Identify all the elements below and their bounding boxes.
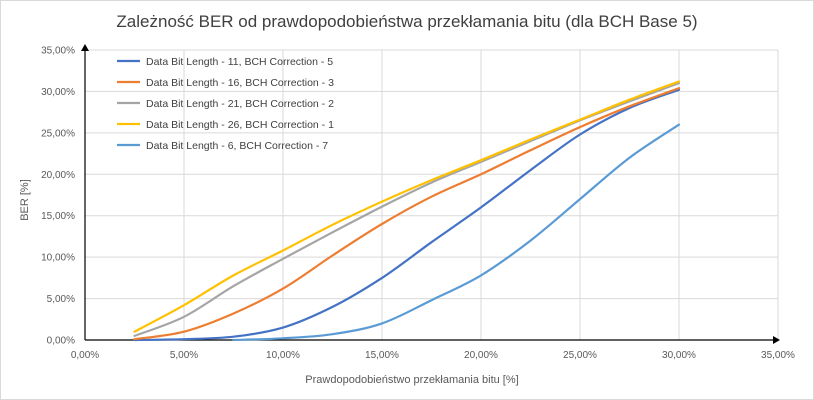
legend-label: Data Bit Length - 6, BCH Correction - 7 — [146, 140, 328, 152]
x-tick-label: 35,00% — [761, 350, 795, 361]
legend: Data Bit Length - 11, BCH Correction - 5… — [117, 56, 334, 152]
x-tick-label: 15,00% — [365, 350, 399, 361]
x-tick-label: 10,00% — [266, 350, 300, 361]
y-axis-arrow-icon — [81, 44, 89, 51]
x-tick-label: 20,00% — [464, 350, 498, 361]
y-tick-label: 10,00% — [41, 253, 75, 264]
x-tick-labels: 0,00% 5,00% 10,00% 15,00% 20,00% 25,00% 30,00%… — [71, 350, 795, 361]
y-tick-label: 25,00% — [41, 128, 75, 139]
legend-label: Data Bit Length - 26, BCH Correction - 1 — [146, 119, 334, 131]
y-tick-label: 35,00% — [41, 46, 75, 57]
y-tick-label: 30,00% — [41, 87, 75, 98]
legend-label: Data Bit Length - 16, BCH Correction - 3 — [146, 77, 334, 89]
y-tick-label: 0,00% — [47, 336, 75, 347]
y-tick-labels: 0,00% 5,00% 10,00% 15,00% 20,00% 25,00% 30,00%… — [41, 46, 75, 347]
series-line — [133, 87, 681, 341]
y-axis-title: BER [%] — [19, 179, 31, 221]
y-tick-label: 20,00% — [41, 170, 75, 181]
series-line — [133, 88, 681, 342]
x-axis-arrow-icon — [773, 336, 780, 344]
x-tick-label: 25,00% — [563, 350, 597, 361]
gridlines — [85, 49, 779, 340]
series-line — [133, 80, 681, 333]
x-tick-label: 5,00% — [170, 350, 198, 361]
chart-title: Zależność BER od prawdopodobieństwa prze… — [116, 12, 697, 31]
axes — [81, 44, 780, 344]
y-tick-label: 15,00% — [41, 211, 75, 222]
legend-label: Data Bit Length - 11, BCH Correction - 5 — [146, 56, 333, 68]
x-tick-label: 30,00% — [662, 350, 696, 361]
series-line — [232, 123, 681, 342]
legend-label: Data Bit Length - 21, BCH Correction - 2 — [146, 98, 334, 110]
x-tick-label: 0,00% — [71, 350, 99, 361]
y-tick-label: 5,00% — [47, 294, 75, 305]
x-axis-title: Prawdopodobieństwo przekłamania bitu [%] — [305, 374, 518, 386]
series-lines — [133, 80, 681, 342]
